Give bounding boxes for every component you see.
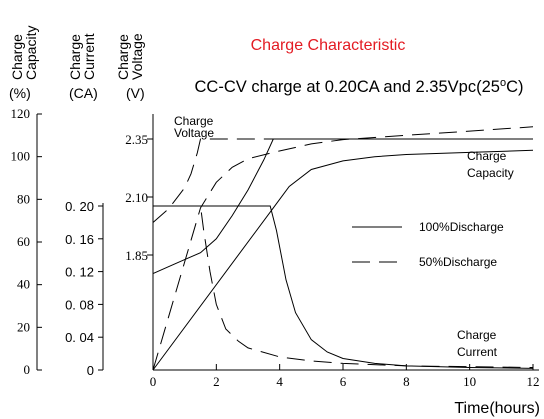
annotation-capacity-line-2: Capacity (467, 166, 514, 180)
legend-label-100: 100%Discharge (419, 220, 504, 234)
capacity-tick-label: 20 (17, 319, 30, 334)
series-current-100-discharge (153, 205, 534, 369)
current-axis-ticks: 0 0. 04 0. 08 0. 12 0. 16 0. 20 (65, 199, 103, 378)
capacity-title-line-2: Capacity (23, 26, 39, 80)
series-capacity-100-discharge (152, 149, 534, 371)
series-voltage-50-discharge (152, 138, 533, 223)
capacity-tick-label: 40 (17, 277, 30, 292)
series-group (152, 126, 534, 371)
current-axis-title: Charge Current (67, 33, 97, 80)
x-tick-label: 12 (527, 374, 540, 389)
capacity-title-line-1: Charge (9, 34, 25, 80)
current-tick-label: 0. 08 (65, 297, 94, 312)
voltage-title-line-2: Voltage (129, 33, 145, 80)
voltage-axis-ticks: 1.85 2.10 2.35 (125, 132, 153, 263)
current-tick-label: 0. 04 (65, 330, 94, 345)
annotation-current: Charge Current (457, 328, 498, 359)
capacity-tick-label: 60 (17, 234, 30, 249)
legend: 100%Discharge 50%Discharge (352, 220, 504, 269)
x-tick-label: 4 (276, 374, 283, 389)
capacity-tick-label: 80 (17, 191, 30, 206)
annotation-capacity-line-1: Charge (467, 149, 507, 163)
voltage-tick-label: 2.10 (125, 190, 148, 205)
legend-label-50: 50%Discharge (419, 255, 497, 269)
x-tick-label: 0 (150, 374, 157, 389)
voltage-tick-label: 2.35 (125, 132, 148, 147)
voltage-title-line-1: Charge (115, 34, 131, 80)
current-tick-label: 0. 16 (65, 232, 94, 247)
current-tick-label: 0 (87, 363, 94, 378)
x-tick-label: 8 (403, 374, 410, 389)
x-tick-label: 10 (463, 374, 476, 389)
annotation-current-line-2: Current (457, 345, 498, 359)
current-tick-label: 0. 20 (65, 199, 94, 214)
x-tick-label: 6 (340, 374, 347, 389)
capacity-tick-label: 0 (24, 362, 31, 377)
x-tick-label: 2 (213, 374, 220, 389)
current-title-line-1: Charge (67, 34, 83, 80)
current-title-line-2: Current (81, 33, 97, 80)
capacity-tick-label: 100 (11, 149, 31, 164)
capacity-tick-label: 120 (11, 106, 31, 121)
capacity-axis-ticks: 0 20 40 60 80 100 120 (11, 106, 42, 377)
annotation-voltage-line-1: Charge (174, 114, 214, 128)
annotation-capacity: Charge Capacity (467, 149, 514, 180)
capacity-axis-title: Charge Capacity (9, 26, 39, 80)
annotation-voltage: Charge Voltage (174, 114, 214, 140)
x-axis-label: Time(hours) (454, 400, 540, 417)
series-current-50-discharge (153, 205, 534, 368)
x-axis-ticks: 0 2 4 6 8 10 12 (150, 364, 540, 389)
series-capacity-50-discharge (152, 126, 534, 371)
current-unit: (CA) (69, 85, 98, 101)
annotation-current-line-1: Charge (457, 328, 497, 342)
capacity-unit: (%) (9, 85, 31, 101)
chart-title: Charge Characteristic (251, 37, 406, 54)
voltage-axis-title: Charge Voltage (115, 33, 145, 80)
voltage-unit: (V) (126, 85, 145, 101)
annotation-voltage-line-2: Voltage (174, 126, 214, 140)
chart-subtitle: CC-CV charge at 0.20CA and 2.35Vpc(25oC) (195, 77, 524, 96)
current-tick-label: 0. 12 (65, 265, 94, 280)
voltage-tick-label: 1.85 (125, 248, 148, 263)
